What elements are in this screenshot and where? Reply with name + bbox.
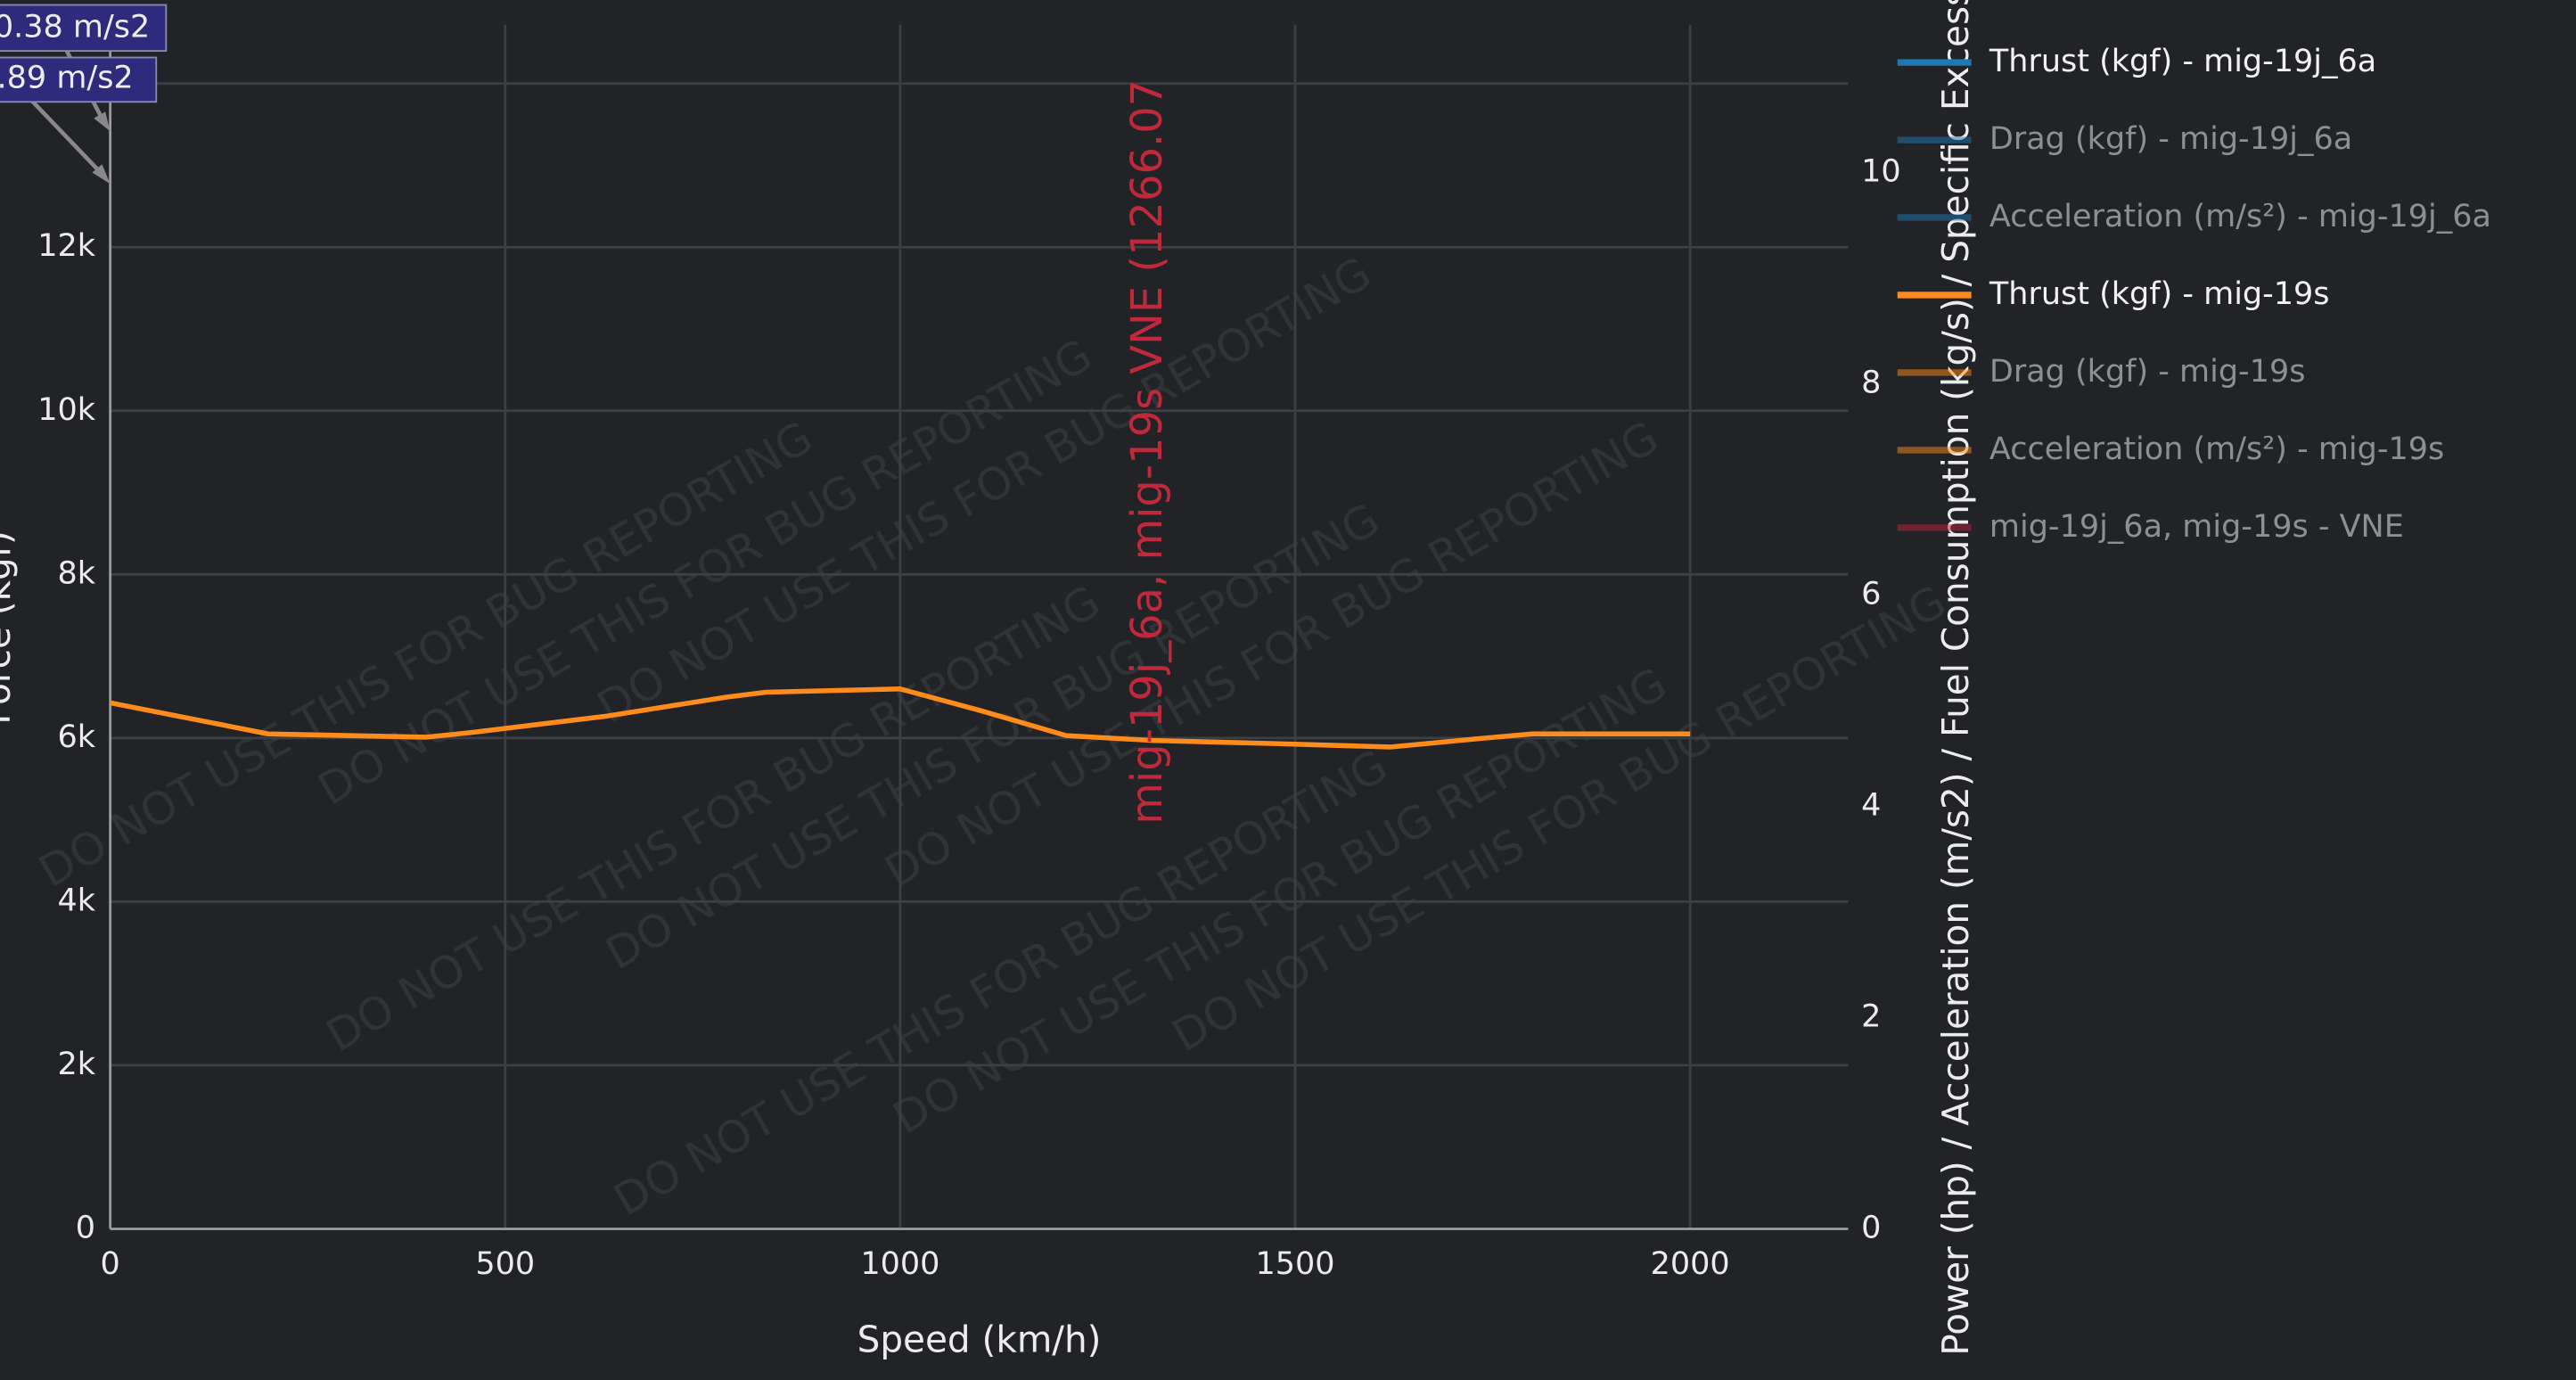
y2-tick-label: 10: [1861, 154, 1901, 190]
legend: Thrust (kgf) - mig-19j_6a Drag (kgf) - mi…: [1897, 44, 2491, 545]
y2-tick-label: 0: [1861, 1210, 1881, 1245]
x-axis-title: Speed (km/h): [857, 1318, 1102, 1361]
series-line: [110, 686, 1691, 750]
y2-tick-label: 4: [1861, 787, 1881, 823]
annotation-arrow: [28, 96, 107, 179]
y-tick-label: 2k: [58, 1047, 96, 1082]
x-tick-label: 1500: [1256, 1246, 1335, 1282]
legend-label[interactable]: Acceleration (m/s²) - mig-19j_6a: [1989, 199, 2491, 234]
x-tick-label: 2000: [1651, 1246, 1730, 1282]
annotation-box: [0, 56, 158, 103]
arrow-head: [92, 164, 111, 185]
legend-label[interactable]: mig-19j_6a, mig-19s - VNE: [1989, 509, 2404, 545]
arrow-head: [94, 111, 111, 132]
y2-tick-label: 8: [1861, 366, 1881, 401]
y-tick-label: 12k: [37, 228, 96, 264]
y-tick-label: 4k: [58, 883, 96, 918]
y-tick-label: 6k: [58, 719, 96, 755]
y2-tick-label: 6: [1861, 577, 1881, 612]
annotation: .89 m/s2: [0, 60, 134, 95]
annotation: 0.38 m/s2: [0, 9, 150, 45]
x-tick-label: 1000: [860, 1246, 939, 1282]
y-tick-label: 8k: [58, 555, 96, 591]
y-axis-title: Force (kgf): [0, 530, 19, 725]
plot: [110, 686, 1691, 750]
legend-label[interactable]: Drag (kgf) - mig-19j_6a: [1989, 121, 2352, 157]
annotation-box: [0, 4, 168, 53]
y2-tick-label: 2: [1861, 998, 1881, 1034]
legend-label[interactable]: Thrust (kgf) - mig-19s: [1989, 276, 2330, 312]
legend-label[interactable]: Acceleration (m/s²) - mig-19s: [1989, 431, 2444, 467]
x-tick-label: 500: [475, 1246, 535, 1282]
x-tick-label: 0: [101, 1246, 120, 1282]
y2-axis-title: Power (hp) / Acceleration (m/s2) / Fuel …: [1934, 0, 1977, 1356]
legend-label[interactable]: Thrust (kgf) - mig-19j_6a: [1989, 44, 2376, 79]
y-tick-label: 0: [76, 1210, 95, 1245]
annotations: 0.38 m/s2 .89 m/s2: [0, 4, 168, 185]
vne-label: mig-19j_6a, mig-19s VNE (1266.07: [1123, 79, 1172, 825]
y-tick-label: 10k: [37, 392, 96, 428]
legend-label[interactable]: Drag (kgf) - mig-19s: [1989, 354, 2306, 390]
